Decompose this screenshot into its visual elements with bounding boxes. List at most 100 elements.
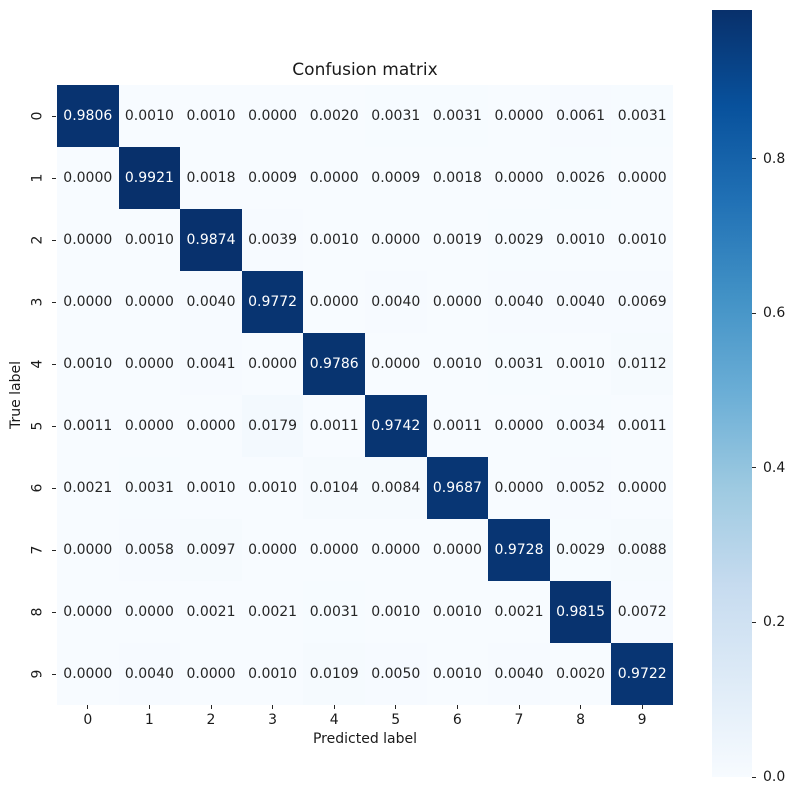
heatmap-cell: 0.9772	[241, 271, 304, 333]
x-tick-label: 9	[637, 712, 647, 728]
heatmap-cell: 0.0061	[549, 85, 612, 147]
y-axis-ticklabels: 0 1 2 3 4 5 6 7 8 9	[28, 85, 46, 705]
heatmap-cell: 0.9742	[364, 395, 427, 457]
x-tick-mark	[518, 705, 520, 709]
heatmap-cell: 0.0010	[426, 643, 489, 705]
heatmap-cell: 0.9806	[57, 85, 119, 147]
heatmap-cell: 0.0010	[549, 333, 612, 395]
colorbar-tick-label: 0.2	[763, 614, 786, 631]
heatmap-cell: 0.0031	[611, 85, 673, 147]
heatmap-cell: 0.0000	[303, 519, 365, 581]
x-tick-label: 3	[268, 712, 278, 728]
heatmap-cell: 0.9786	[303, 333, 365, 395]
y-tick-mark	[52, 673, 56, 675]
heatmap-cell: 0.0000	[426, 519, 489, 581]
heatmap-cell: 0.0050	[364, 643, 427, 705]
heatmap-cell: 0.0000	[241, 519, 304, 581]
heatmap-cell: 0.0000	[488, 85, 550, 147]
heatmap-cell: 0.0040	[364, 271, 427, 333]
y-tick-label: 3	[28, 297, 45, 307]
x-tick-mark	[87, 705, 89, 709]
heatmap-cell: 0.0031	[488, 333, 550, 395]
x-tick-mark	[580, 705, 582, 709]
heatmap-cell: 0.0011	[611, 395, 673, 457]
x-tick-mark	[210, 705, 212, 709]
heatmap-cell: 0.0000	[303, 147, 365, 209]
heatmap-cell: 0.0000	[488, 395, 550, 457]
heatmap-cell: 0.9921	[118, 147, 181, 209]
x-tick-mark	[456, 705, 458, 709]
heatmap-cell: 0.0000	[180, 395, 242, 457]
heatmap-cell: 0.0019	[426, 209, 489, 271]
heatmap-cell: 0.0040	[549, 271, 612, 333]
heatmap-cell: 0.0021	[180, 581, 242, 643]
heatmap-cell: 0.0072	[611, 581, 673, 643]
heatmap-cell: 0.0040	[488, 271, 550, 333]
heatmap-cell: 0.0031	[426, 85, 489, 147]
x-tick-label: 7	[514, 712, 524, 728]
heatmap-cell: 0.0084	[364, 457, 427, 519]
chart-title: Confusion matrix	[292, 60, 438, 80]
x-tick-label: 8	[576, 712, 585, 728]
x-axis-ticklabels: 0 1 2 3 4 5 6 7 8 9	[57, 712, 673, 729]
heatmap-cell: 0.0031	[303, 581, 365, 643]
heatmap-cell: 0.0010	[180, 457, 242, 519]
heatmap-cell: 0.0000	[180, 643, 242, 705]
heatmap-grid: 0.9806 0.0010 0.0010 0.0000 0.0020 0.0031 0.00…	[57, 85, 673, 705]
heatmap-cell: 0.0040	[488, 643, 550, 705]
heatmap-cell: 0.0010	[611, 209, 673, 271]
heatmap-cell: 0.0000	[118, 333, 181, 395]
colorbar-tick-mark	[752, 158, 756, 159]
heatmap-cell: 0.0010	[426, 333, 489, 395]
heatmap-cell: 0.9722	[611, 643, 673, 705]
colorbar-gradient	[712, 10, 752, 777]
heatmap-cell: 0.0000	[241, 333, 304, 395]
x-tick-mark	[272, 705, 274, 709]
heatmap-cell: 0.0031	[118, 457, 181, 519]
x-tick-mark	[641, 705, 643, 709]
heatmap-cell: 0.0018	[180, 147, 242, 209]
colorbar-tick-label: 0.4	[763, 459, 786, 476]
x-tick-label: 1	[144, 712, 154, 728]
y-tick-mark	[52, 301, 56, 303]
heatmap-cell: 0.0097	[180, 519, 242, 581]
y-axis-label: True label	[8, 360, 24, 430]
heatmap-cell: 0.0112	[611, 333, 673, 395]
heatmap-cell: 0.0010	[118, 85, 181, 147]
heatmap-cell: 0.0020	[303, 85, 365, 147]
heatmap-cell: 0.0034	[549, 395, 612, 457]
colorbar-tick-mark	[752, 776, 756, 778]
heatmap-cell: 0.0052	[549, 457, 612, 519]
heatmap-cell: 0.0000	[241, 85, 304, 147]
heatmap-cell: 0.0010	[426, 581, 489, 643]
colorbar-tick-label: 0.8	[763, 150, 786, 167]
heatmap-cell: 0.0069	[611, 271, 673, 333]
heatmap-cell: 0.0011	[426, 395, 489, 457]
y-tick-label: 0	[28, 111, 45, 121]
x-tick-label: 2	[206, 712, 216, 728]
y-tick-label: 4	[28, 359, 45, 369]
heatmap-cell: 0.0000	[57, 147, 119, 209]
colorbar-tick-label: 0.0	[763, 769, 786, 785]
y-tick-label: 7	[28, 545, 45, 555]
colorbar-tick-mark	[752, 467, 756, 469]
x-tick-label: 0	[83, 712, 93, 728]
heatmap-cell: 0.0000	[611, 457, 673, 519]
heatmap-cell: 0.0104	[303, 457, 365, 519]
heatmap-cell: 0.0009	[364, 147, 427, 209]
heatmap-cell: 0.0179	[241, 395, 304, 457]
x-tick-mark	[395, 705, 397, 709]
y-tick-mark	[52, 363, 56, 365]
x-tick-label: 4	[329, 712, 339, 728]
heatmap-cell: 0.0010	[241, 457, 304, 519]
y-tick-mark	[52, 115, 56, 117]
y-tick-label: 2	[28, 235, 45, 245]
heatmap-cell: 0.0058	[118, 519, 181, 581]
y-tick-label: 5	[28, 421, 45, 431]
heatmap-cell: 0.0000	[488, 147, 550, 209]
heatmap-cell: 0.0000	[57, 271, 119, 333]
heatmap-cell: 0.0000	[118, 581, 181, 643]
heatmap-cell: 0.0000	[57, 209, 119, 271]
heatmap-cell: 0.9687	[426, 457, 489, 519]
y-tick-label: 8	[28, 607, 45, 617]
